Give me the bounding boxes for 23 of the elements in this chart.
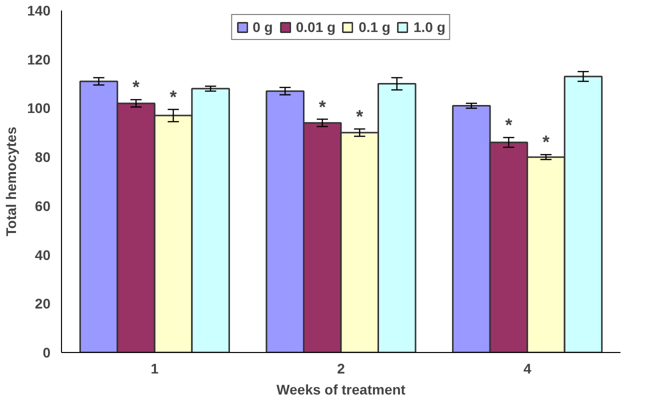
data-label: * (318, 96, 326, 117)
y-tick-label: 140 (27, 2, 51, 18)
data-label: * (170, 86, 177, 107)
x-tick-label: 4 (523, 360, 532, 376)
y-tick-label: 60 (34, 198, 51, 214)
y-tick-label: 120 (27, 51, 51, 68)
legend-label: 0 g (252, 19, 273, 35)
y-tick-label: 40 (34, 246, 51, 263)
y-tick-label: 100 (27, 100, 51, 116)
y-tick-label: 0 (42, 344, 51, 360)
data-label: * (542, 132, 550, 152)
y-tick-label: 80 (34, 149, 51, 166)
y-axis-title: Total hemocytes (3, 126, 20, 236)
y-tick-label: 20 (34, 296, 51, 312)
x-tick-label: 1 (150, 360, 159, 376)
legend-label: 0.1 g (358, 19, 390, 35)
legend-label: 0.01 g (296, 19, 336, 35)
legend-label: 1.0 g (413, 19, 446, 35)
x-tick-label: 2 (337, 360, 346, 376)
x-axis-title: Weeks of treatment (276, 382, 406, 398)
data-label: * (356, 106, 364, 127)
data-label: * (132, 77, 140, 98)
data-label: * (505, 115, 512, 136)
